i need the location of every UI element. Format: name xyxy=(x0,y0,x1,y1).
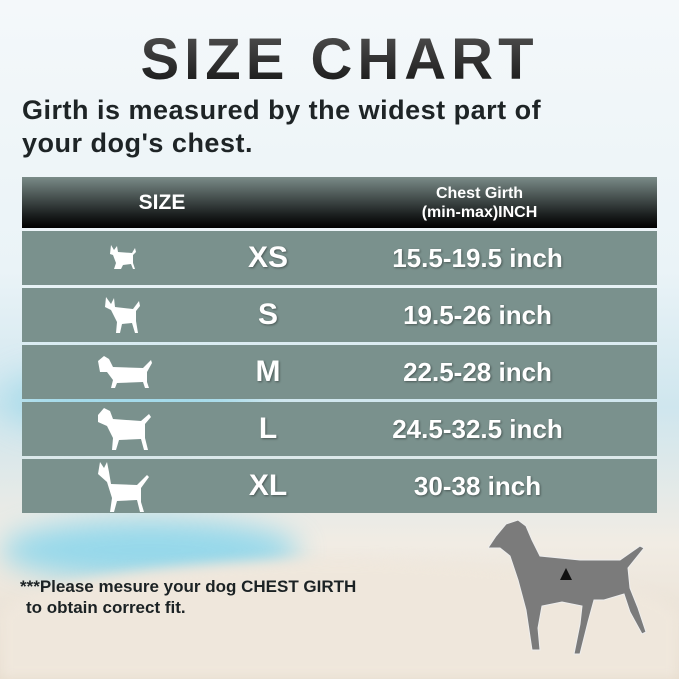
dachshund-icon xyxy=(22,355,228,389)
table-row: S 19.5-26 inch xyxy=(22,288,657,342)
girth-value: 19.5-26 inch xyxy=(403,299,552,330)
chihuahua-icon xyxy=(22,243,228,273)
measurement-note: ***Please mesure your dog CHEST GIRTH to… xyxy=(20,576,490,618)
note-line: ***Please mesure your dog CHEST GIRTH xyxy=(20,577,357,596)
size-label: XL xyxy=(248,469,288,502)
header-girth: Chest Girth (min-max)INCH xyxy=(342,184,657,222)
intro-line: your dog's chest. xyxy=(22,128,253,158)
girth-value: 22.5-28 inch xyxy=(403,356,552,387)
girth-value: 15.5-19.5 inch xyxy=(392,242,563,273)
girth-value: 30-38 inch xyxy=(413,470,542,501)
header-size: SIZE xyxy=(138,190,186,214)
size-label: L xyxy=(258,412,278,445)
size-label: S xyxy=(257,298,278,331)
note-line: to obtain correct fit. xyxy=(26,598,186,617)
large-dog-icon xyxy=(22,407,228,451)
header-girth-line: (min-max)INCH xyxy=(421,203,538,221)
header-girth-line: Chest Girth xyxy=(435,184,524,202)
page-title: SIZE CHART xyxy=(0,26,679,93)
great-dane-icon xyxy=(22,460,228,512)
intro-text: Girth is measured by the widest part of … xyxy=(22,94,662,160)
measuring-dog-illustration xyxy=(488,519,647,655)
size-label: XS xyxy=(247,241,289,274)
size-table: SIZE Chest Girth (min-max)INCH XS 15.5-1… xyxy=(22,177,657,516)
size-label: M xyxy=(255,355,281,388)
table-row: XL 30-38 inch xyxy=(22,459,657,513)
table-row: XS 15.5-19.5 inch xyxy=(22,231,657,285)
small-dog-icon xyxy=(22,295,228,335)
girth-value: 24.5-32.5 inch xyxy=(392,413,563,444)
table-row: M 22.5-28 inch xyxy=(22,345,657,399)
intro-line: Girth is measured by the widest part of xyxy=(22,95,542,125)
table-header: SIZE Chest Girth (min-max)INCH xyxy=(22,177,657,228)
table-row: L 24.5-32.5 inch xyxy=(22,402,657,456)
